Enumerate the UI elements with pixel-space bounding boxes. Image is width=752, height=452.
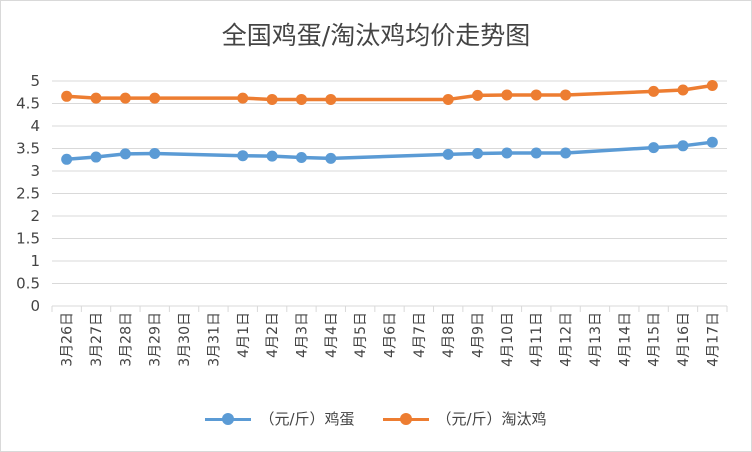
legend: （元/斤）鸡蛋 （元/斤）淘汰鸡 [0, 408, 752, 429]
y-tick-label: 5 [30, 72, 40, 90]
series-line-1 [66, 83, 713, 102]
legend-label-egg: （元/斤）鸡蛋 [259, 410, 355, 428]
x-tick-label: 3月28日 [118, 312, 134, 367]
y-tick-label: 2 [30, 207, 40, 225]
x-tick-label: 4月12日 [559, 312, 575, 367]
x-tick-label: 3月26日 [60, 312, 76, 367]
data-point [472, 147, 484, 159]
data-point [648, 85, 660, 97]
data-point [442, 148, 454, 160]
data-point [61, 90, 73, 102]
x-tick-label: 3月29日 [148, 312, 164, 367]
data-point [501, 89, 513, 101]
data-point [119, 92, 131, 104]
data-point [648, 142, 660, 154]
data-point [530, 89, 542, 101]
legend-item-cull-chicken: （元/斤）淘汰鸡 [382, 408, 547, 429]
legend-swatch-egg [205, 412, 252, 425]
data-point [501, 147, 513, 159]
data-point [677, 140, 689, 152]
x-tick-label: 4月11日 [529, 312, 545, 367]
data-point [677, 84, 689, 96]
y-tick-label: 0.5 [16, 275, 40, 293]
data-point [237, 150, 249, 162]
data-point [237, 92, 249, 104]
x-tick-label: 4月17日 [705, 312, 721, 367]
data-point [706, 80, 718, 91]
y-tick-label: 3.5 [16, 140, 40, 158]
x-tick-label: 4月3日 [294, 312, 310, 358]
data-point [560, 147, 572, 159]
data-point [442, 93, 454, 105]
x-tick-label: 4月7日 [412, 312, 428, 358]
x-tick-label: 4月4日 [324, 312, 340, 358]
data-point [530, 147, 542, 159]
data-point [472, 89, 484, 101]
x-tick-label: 3月27日 [89, 312, 105, 367]
y-tick-label: 4.5 [16, 95, 40, 113]
x-tick-label: 3月31日 [206, 312, 222, 367]
x-tick-label: 4月10日 [500, 312, 516, 367]
x-tick-label: 4月15日 [647, 312, 663, 367]
data-point [149, 92, 161, 104]
data-point [706, 136, 718, 148]
data-point [295, 93, 307, 105]
x-tick-label: 4月6日 [383, 312, 399, 358]
x-tick-label: 4月9日 [471, 312, 487, 358]
x-tick-label: 4月13日 [588, 312, 604, 367]
chart-title: 全国鸡蛋/淘汰鸡均价走势图 [221, 21, 531, 50]
data-point [149, 147, 161, 159]
x-tick-label: 3月30日 [177, 312, 193, 367]
x-tick-label: 4月16日 [676, 312, 692, 367]
data-point [61, 153, 73, 165]
y-tick-label: 1 [30, 252, 40, 270]
legend-label-cull-chicken: （元/斤）淘汰鸡 [436, 410, 547, 428]
data-point [295, 152, 307, 163]
data-point [266, 150, 278, 162]
data-point [560, 89, 572, 101]
data-point [90, 92, 102, 104]
y-tick-label: 2.5 [16, 185, 40, 203]
data-point [90, 151, 102, 163]
y-tick-label: 0 [30, 297, 40, 315]
x-tick-label: 4月14日 [617, 312, 633, 367]
y-tick-label: 4 [30, 117, 40, 135]
y-tick-label: 1.5 [16, 230, 40, 248]
data-point [119, 148, 131, 160]
x-tick-label: 4月2日 [265, 312, 281, 358]
series-line-0 [66, 140, 713, 162]
y-tick-label: 3 [30, 162, 40, 180]
data-point [266, 93, 278, 105]
legend-swatch-cull-chicken [382, 412, 429, 425]
x-tick-label: 4月5日 [353, 312, 369, 358]
x-tick-label: 4月8日 [441, 312, 457, 358]
x-tick-label: 4月1日 [236, 312, 252, 358]
data-point [325, 93, 337, 105]
data-point [325, 152, 337, 164]
legend-item-egg: （元/斤）鸡蛋 [205, 408, 355, 429]
